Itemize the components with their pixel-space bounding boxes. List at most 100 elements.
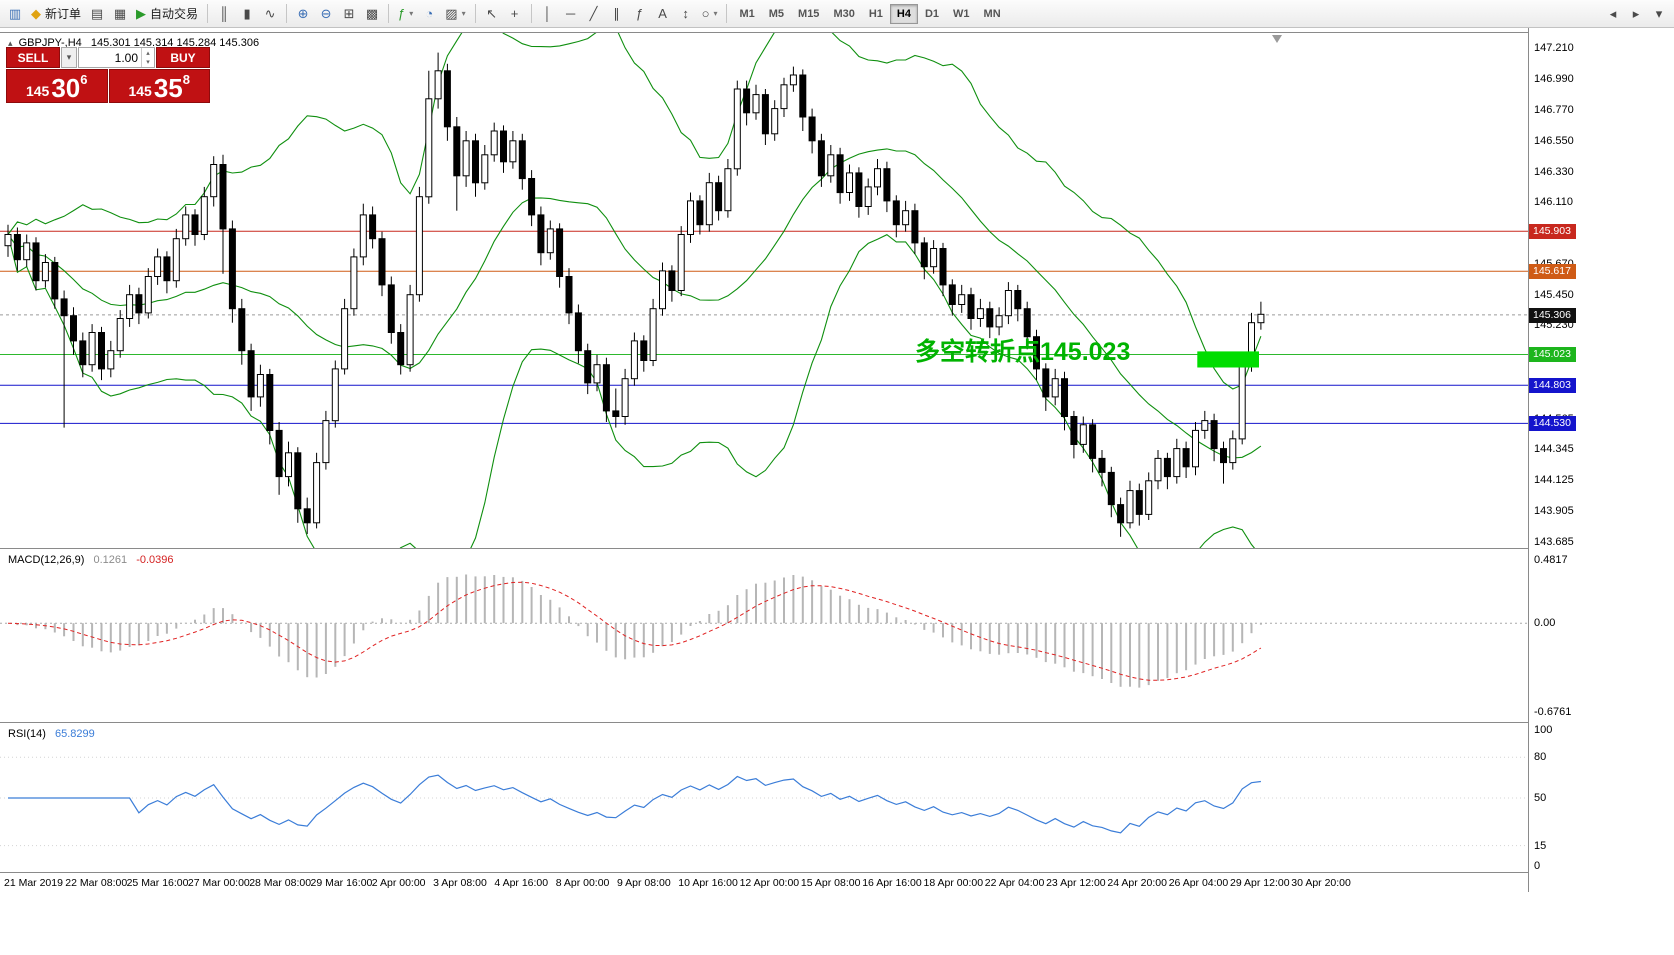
rsi-label: RSI(14) 65.8299 xyxy=(8,728,95,740)
price-line-label-144.803[interactable]: 144.803 xyxy=(1529,378,1576,394)
zoom-in-button[interactable]: ⊕ xyxy=(292,3,314,25)
time-axis-label: 25 Mar 16:00 xyxy=(126,877,189,889)
timeframe-h1-button[interactable]: H1 xyxy=(868,7,883,20)
data-window-button[interactable]: ▦ xyxy=(109,3,131,25)
buy-button[interactable]: BUY xyxy=(156,47,210,68)
volume-stepper[interactable]: ▴ ▾ xyxy=(141,48,154,67)
macd-panel[interactable]: MACD(12,26,9) 0.1261 -0.0396 xyxy=(0,550,1528,722)
price-line-label-145.903[interactable]: 145.903 xyxy=(1529,224,1576,240)
macd-signal-line xyxy=(7,581,1262,681)
timeframe-m30-button[interactable]: M30 xyxy=(833,7,855,20)
scroll-right-icon: ▸ xyxy=(1632,6,1640,21)
scroll-left-icon: ◂ xyxy=(1609,6,1617,21)
trade-options-dropdown[interactable]: ▾ xyxy=(61,47,77,68)
panel-separator[interactable] xyxy=(0,722,1674,723)
toolbar-more-button[interactable]: ▾ xyxy=(1648,3,1670,25)
autotrade-label: 自动交易 xyxy=(150,7,199,21)
arrows-tool-button[interactable]: ↕ xyxy=(675,3,697,25)
volume-value[interactable]: 1.00 xyxy=(114,51,138,65)
market-watch-button[interactable]: ▤ xyxy=(86,3,108,25)
tile-windows-button[interactable]: ⊞ xyxy=(338,3,360,25)
dropdown-icon: ▾ xyxy=(461,8,466,18)
buy-price-button[interactable]: 145 35 8 xyxy=(108,69,210,103)
trendline-icon: ╱ xyxy=(589,6,598,21)
fibonacci-button[interactable]: ƒ xyxy=(629,3,651,25)
autotrade-button[interactable]: ▶ 自动交易 xyxy=(132,3,202,25)
templates-icon: ▨ xyxy=(445,6,458,21)
price-line-label-145.617[interactable]: 145.617 xyxy=(1529,264,1576,280)
price-tick: 147.210 xyxy=(1534,42,1574,55)
rsi-line xyxy=(8,774,1261,834)
price-line-label-144.530[interactable]: 144.530 xyxy=(1529,416,1576,432)
text-tool-button[interactable]: A xyxy=(652,3,674,25)
bar-chart-button[interactable]: ║ xyxy=(213,3,235,25)
rsi-canvas xyxy=(0,756,1528,847)
time-axis-label: 12 Apr 00:00 xyxy=(739,877,800,889)
channel-button[interactable]: ∥ xyxy=(606,3,628,25)
bollinger-bands xyxy=(7,33,1262,548)
price-tick: 143.905 xyxy=(1534,504,1574,517)
shapes-tool-button[interactable]: ○ ▾ xyxy=(698,3,722,25)
time-axis-label: 23 Apr 12:00 xyxy=(1046,877,1106,889)
periods-button[interactable]: ◔ xyxy=(418,3,440,25)
shapes-tool-icon: ○ xyxy=(701,6,710,21)
templates-button[interactable]: ▨ ▾ xyxy=(441,3,469,25)
dropdown-icon: ▾ xyxy=(409,8,414,18)
rsi-panel[interactable]: RSI(14) 65.8299 xyxy=(0,724,1528,872)
timeframe-m1-button[interactable]: M1 xyxy=(739,7,755,20)
new-order-button[interactable]: ◆ 新订单 xyxy=(27,3,85,25)
new-order-label: 新订单 xyxy=(45,7,82,21)
price-chart-canvas[interactable] xyxy=(0,33,1528,548)
price-chart-panel[interactable]: ▴ GBPJPY-,H4 145.301 145.314 145.284 145… xyxy=(0,33,1528,548)
timeframe-h4-button[interactable]: H4 xyxy=(889,3,918,24)
vertical-line-button[interactable]: │ xyxy=(537,3,559,25)
panel-separator[interactable] xyxy=(0,548,1674,549)
turning-point-annotation[interactable]: 多空转折点145.023 xyxy=(915,338,1131,366)
highlight-box[interactable] xyxy=(1197,351,1259,368)
timeframe-w1-button[interactable]: W1 xyxy=(953,7,970,20)
candlestick-chart-button[interactable]: ▮ xyxy=(236,3,258,25)
timeframe-m5-button[interactable]: M5 xyxy=(768,7,785,20)
scroll-right-button[interactable]: ▸ xyxy=(1625,3,1647,25)
autotrade-icon: ▶ xyxy=(136,6,147,21)
arrange-windows-button[interactable]: ▩ xyxy=(361,3,383,25)
line-chart-button[interactable]: ∿ xyxy=(259,3,281,25)
price-tick: 146.330 xyxy=(1534,165,1574,178)
rsi-scale-label: 100 xyxy=(1534,724,1553,736)
trendline-button[interactable]: ╱ xyxy=(583,3,605,25)
sell-price-button[interactable]: 145 30 6 xyxy=(6,69,108,103)
price-axis[interactable]: 147.210 146.990 146.770 146.550 146.330 146.1… xyxy=(1528,28,1674,892)
volume-down-icon[interactable]: ▾ xyxy=(146,59,150,67)
bar-chart-icon: ║ xyxy=(219,6,229,21)
time-axis-label: 28 Mar 08:00 xyxy=(249,877,312,889)
volume-up-icon[interactable]: ▴ xyxy=(146,49,150,57)
price-line-label-145.306[interactable]: 145.306 xyxy=(1529,307,1576,323)
rsi-scale-label: 15 xyxy=(1534,839,1547,852)
sell-button[interactable]: SELL xyxy=(6,47,60,68)
zoom-out-button[interactable]: ⊖ xyxy=(315,3,337,25)
cursor-button[interactable]: ↖ xyxy=(481,3,503,25)
channel-icon: ∥ xyxy=(613,6,620,21)
price-line-label-145.023[interactable]: 145.023 xyxy=(1529,347,1576,363)
rsi-scale-label: 0 xyxy=(1534,860,1541,872)
chart-shift-marker[interactable] xyxy=(1272,35,1282,43)
symbol-chart-icon: ▴ xyxy=(8,38,13,48)
time-axis[interactable]: 21 Mar 2019 22 Mar 08:00 25 Mar 16:00 27 Ma… xyxy=(0,874,1674,894)
time-axis-label: 18 Apr 00:00 xyxy=(923,877,984,889)
volume-field[interactable]: 1.00 ▴ ▾ xyxy=(78,47,155,68)
macd-signal-value: -0.0396 xyxy=(136,554,174,566)
line-chart-icon: ∿ xyxy=(264,6,276,21)
app-menu-button[interactable]: ▥ xyxy=(4,3,26,25)
indicators-button[interactable]: ƒ ▾ xyxy=(394,3,417,25)
horizontal-line-button[interactable]: ─ xyxy=(560,3,582,25)
crosshair-button[interactable]: + xyxy=(504,3,526,25)
candles xyxy=(4,52,1265,537)
sell-price-prefix: 145 xyxy=(25,83,50,99)
time-axis-label: 16 Apr 16:00 xyxy=(862,877,922,889)
timeframe-mn-button[interactable]: MN xyxy=(983,7,1001,20)
time-axis-label: 21 Mar 2019 xyxy=(4,877,63,889)
scroll-left-button[interactable]: ◂ xyxy=(1602,3,1624,25)
timeframe-m15-button[interactable]: M15 xyxy=(798,7,820,20)
timeframe-d1-button[interactable]: D1 xyxy=(924,7,940,20)
